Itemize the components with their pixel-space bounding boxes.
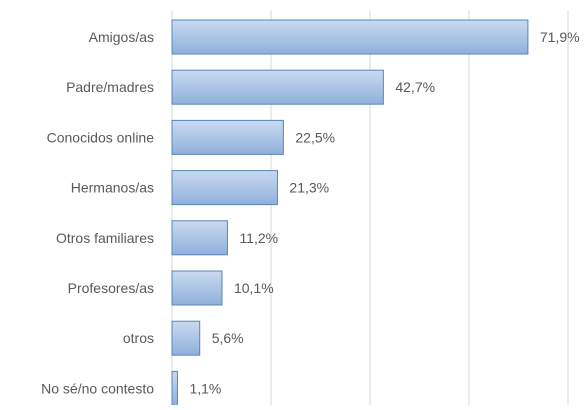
value-label: 5,6% xyxy=(212,330,244,346)
category-label: Padre/madres xyxy=(66,79,154,95)
bars xyxy=(171,19,529,406)
value-label: 42,7% xyxy=(395,79,435,95)
value-label: 71,9% xyxy=(540,29,580,45)
bar xyxy=(171,170,278,206)
bar xyxy=(171,69,384,105)
value-label: 22,5% xyxy=(295,129,335,145)
category-label: Conocidos online xyxy=(47,129,155,145)
category-label: Hermanos/as xyxy=(71,180,154,196)
value-label: 11,2% xyxy=(239,230,278,246)
bar xyxy=(171,370,178,406)
value-label: 1,1% xyxy=(189,380,221,396)
value-labels: 71,9% 42,7% 22,5% 21,3% 11,2% 10,1% 5,6% 1,1% xyxy=(189,29,579,396)
bar xyxy=(171,19,529,55)
bar xyxy=(171,270,223,306)
category-labels: Amigos/as Padre/madres Conocidos online Her… xyxy=(41,29,154,396)
category-label: Amigos/as xyxy=(89,29,154,45)
category-label: Otros familiares xyxy=(56,230,154,246)
category-label: Profesores/as xyxy=(68,280,154,296)
bar xyxy=(171,220,228,256)
value-label: 21,3% xyxy=(289,180,329,196)
category-label: otros xyxy=(123,330,154,346)
value-label: 10,1% xyxy=(234,280,274,296)
category-label: No sé/no contesto xyxy=(41,380,154,396)
bar xyxy=(171,320,201,356)
bar xyxy=(171,119,284,155)
